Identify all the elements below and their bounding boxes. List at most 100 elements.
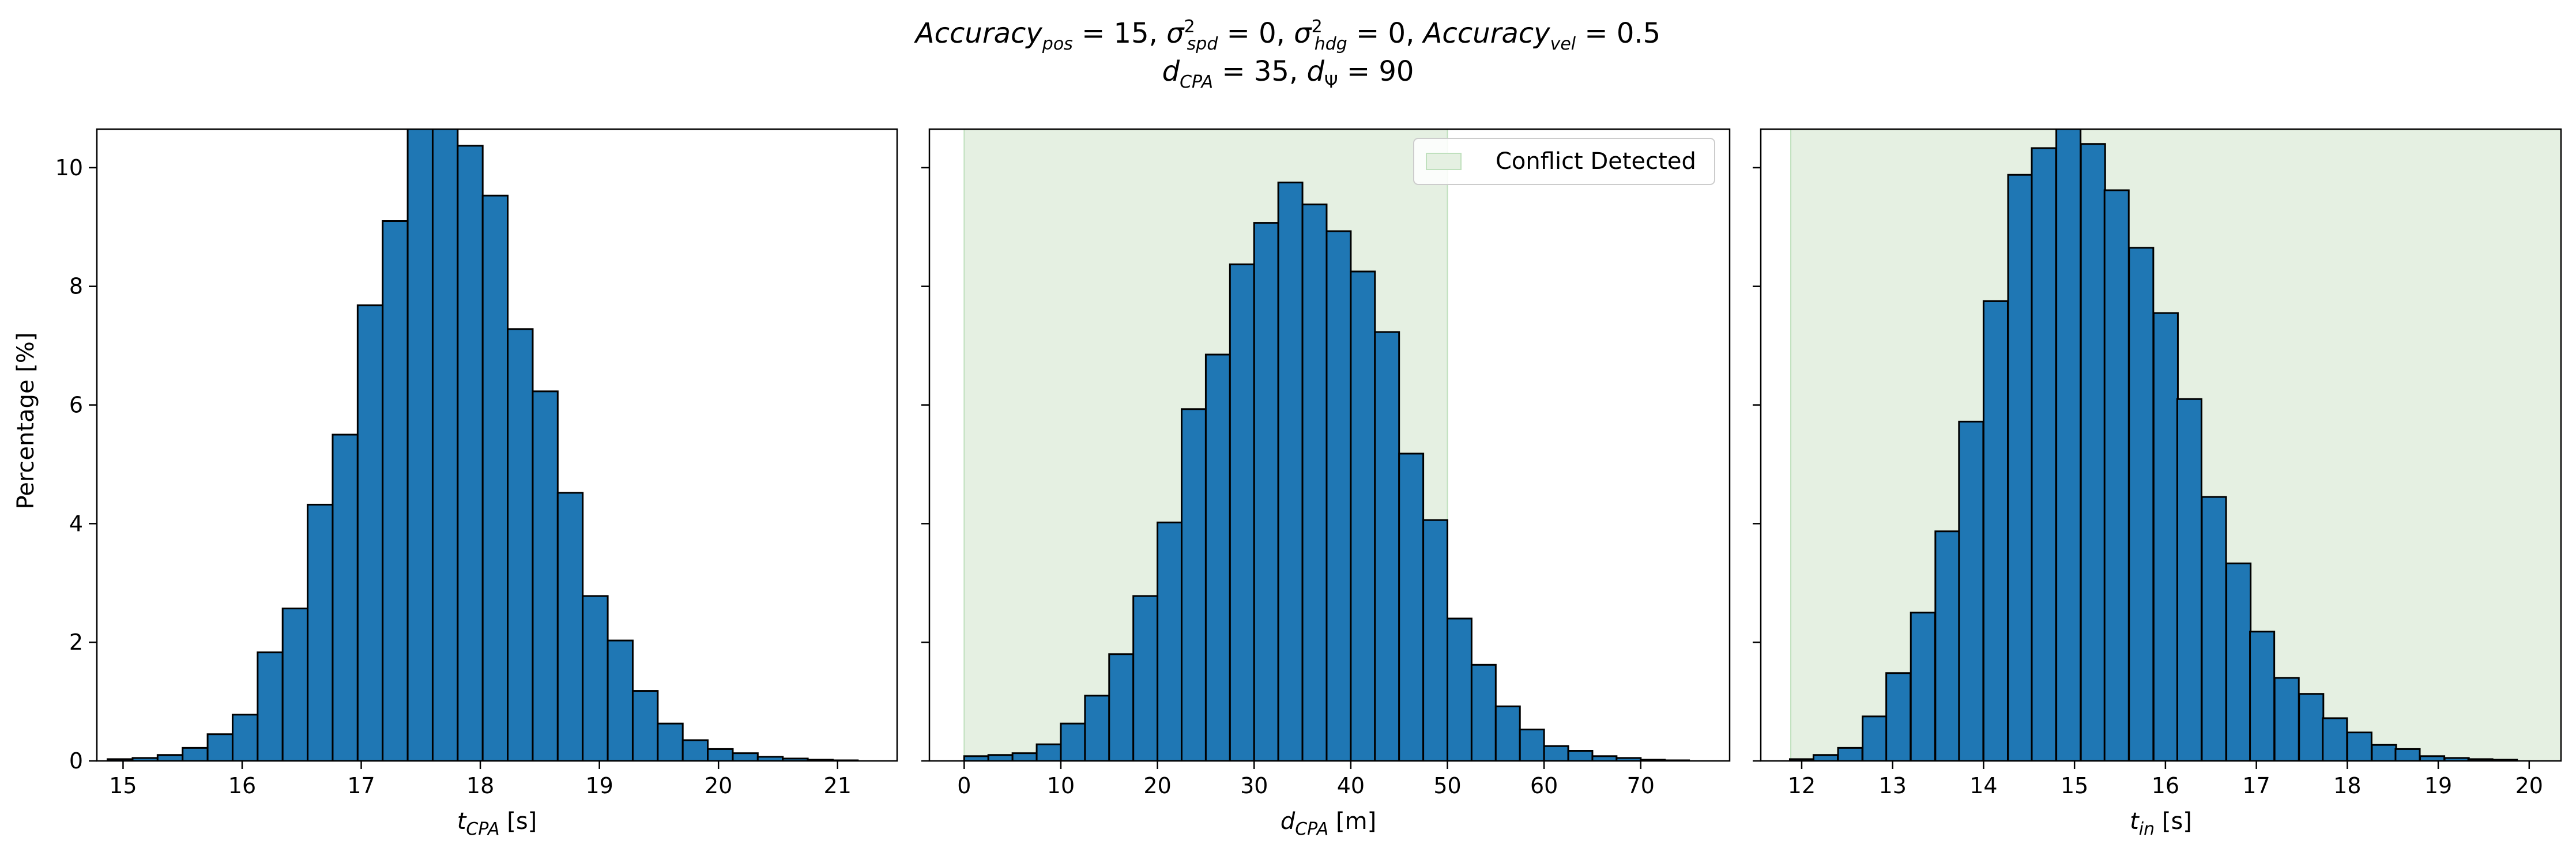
histogram-bar — [631, 690, 659, 761]
histogram-bar — [1982, 300, 2009, 761]
histogram-bar — [707, 748, 734, 761]
histogram-bar — [1229, 263, 1255, 761]
histogram-bar — [2346, 732, 2372, 761]
histogram-bar — [382, 220, 409, 761]
x-axis-label-t-in: tin [s] — [2130, 808, 2192, 839]
legend-swatch-conflict-detected — [1426, 153, 1462, 170]
histogram-bar — [2298, 693, 2325, 761]
chart-title-line-1: Accuracypos = 15, σ2 spd = 0, σ2 hdg = 0, … — [914, 17, 1660, 54]
histogram-bar — [2031, 147, 2057, 761]
histogram-bar — [987, 754, 1014, 761]
histogram-bar — [2322, 717, 2348, 761]
histogram-bar — [1934, 530, 1961, 761]
histogram-bar — [1885, 672, 1912, 761]
x-tick-label: 17 — [347, 773, 375, 798]
x-tick-label: 0 — [957, 773, 971, 798]
histogram-bar — [2249, 631, 2276, 761]
histogram-bar — [406, 129, 434, 761]
histogram-bar — [1301, 203, 1328, 761]
histogram-bar — [2225, 562, 2252, 761]
x-axis-label-t-cpa: tCPA [s] — [457, 808, 537, 839]
legend: Conflict Detected — [1413, 138, 1715, 185]
legend-box — [1413, 138, 1715, 185]
histogram-bar — [1084, 695, 1110, 761]
histogram-bar — [1910, 612, 1936, 761]
histogram-bar — [1422, 519, 1449, 761]
histogram-bar — [1958, 420, 1984, 761]
plot-area-t-in — [1788, 129, 2561, 761]
histogram-bar — [1011, 752, 1038, 761]
histogram-bar — [507, 328, 534, 761]
histogram-bar — [1837, 747, 1863, 761]
histogram-bar — [307, 503, 334, 761]
histogram-bar — [2080, 143, 2106, 761]
y-tick-label: 4 — [69, 511, 83, 536]
histogram-bar — [1157, 521, 1183, 761]
histogram-bar — [356, 304, 384, 761]
histogram-bar — [2273, 677, 2300, 761]
histogram-bar — [1253, 222, 1279, 761]
histogram-bar — [1132, 595, 1159, 761]
y-tick-label: 6 — [69, 393, 83, 418]
histogram-bar — [607, 639, 634, 761]
histogram-bar — [1374, 331, 1400, 761]
y-axis-label: Percentage [%] — [13, 333, 39, 510]
x-tick-label: 15 — [2061, 773, 2088, 798]
histogram-bar — [1204, 353, 1231, 761]
y-tick-label: 0 — [69, 748, 83, 774]
histogram-bar — [2152, 312, 2179, 761]
histogram-bar — [1567, 750, 1594, 761]
histogram-bar — [2176, 398, 2202, 761]
histogram-bar — [532, 390, 559, 761]
x-tick-label: 15 — [109, 773, 137, 798]
histogram-bar — [732, 752, 759, 761]
y-tick-label: 10 — [55, 155, 83, 180]
x-tick-label: 13 — [1879, 773, 1907, 798]
histogram-bar — [1181, 408, 1207, 761]
histogram-bar — [2371, 744, 2397, 761]
histogram-bar — [2007, 174, 2033, 761]
histogram-bar — [1812, 754, 1839, 761]
histogram-bar — [681, 739, 709, 761]
x-axis-label-d-cpa: dCPA [m] — [1281, 808, 1376, 839]
y-tick-label: 2 — [69, 629, 83, 655]
histogram-bar — [2128, 247, 2155, 761]
x-tick-label: 18 — [466, 773, 494, 798]
histogram-bar — [332, 433, 359, 761]
x-tick-label: 12 — [1788, 773, 1816, 798]
histogram-bar — [431, 129, 459, 761]
histogram-bar — [2103, 189, 2130, 761]
histogram-bar — [206, 733, 234, 761]
histogram-bar — [156, 754, 184, 761]
histogram-bar — [657, 722, 684, 761]
x-tick-label: 16 — [228, 773, 256, 798]
chart-title-line-2: dCPA = 35, dΨ = 90 — [1162, 55, 1414, 92]
x-tick-label: 40 — [1337, 773, 1365, 798]
histogram-bar — [1035, 743, 1062, 761]
histogram-bar — [2394, 748, 2421, 761]
histogram-bar — [1519, 728, 1545, 761]
x-tick-label: 50 — [1433, 773, 1461, 798]
histogram-bar — [457, 145, 484, 761]
panel-d-cpa: 0 10 20 30 40 50 60 70 — [921, 128, 1731, 798]
x-tick-label: 18 — [2333, 773, 2361, 798]
x-tick-label: 16 — [2152, 773, 2179, 798]
legend-label-conflict-detected: Conflict Detected — [1496, 148, 1696, 175]
histogram-bar — [1543, 745, 1569, 761]
panel-t-cpa: 15 16 17 18 19 20 21 0 2 4 6 8 10 — [55, 128, 898, 798]
x-tick-label: 60 — [1530, 773, 1558, 798]
histogram-bar — [1470, 663, 1497, 761]
histogram-bar — [582, 595, 609, 761]
histogram-bar — [1447, 617, 1472, 761]
x-tick-label: 70 — [1627, 773, 1655, 798]
plot-area-d-cpa — [963, 129, 1690, 761]
histogram-bar — [1060, 722, 1086, 761]
x-tick-label: 19 — [585, 773, 613, 798]
histogram-bar — [1350, 270, 1376, 761]
histogram-bar — [2055, 129, 2082, 761]
axes-frame — [928, 128, 1731, 762]
x-tick-label: 19 — [2424, 773, 2452, 798]
axes-frame — [1760, 128, 2562, 762]
histogram-bar — [231, 714, 259, 761]
